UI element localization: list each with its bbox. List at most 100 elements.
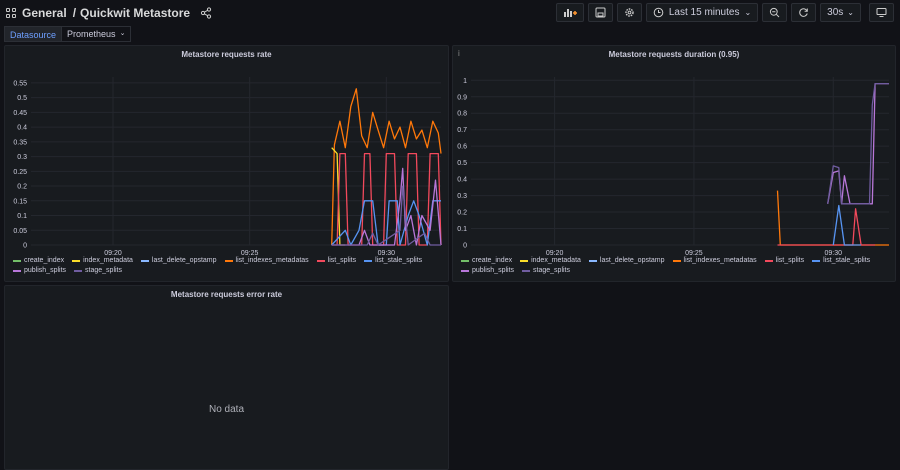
legend-swatch bbox=[224, 259, 233, 262]
y-tick-label: 0.5 bbox=[17, 95, 27, 102]
legend-swatch bbox=[520, 259, 529, 262]
clock-icon bbox=[653, 7, 664, 18]
series-line-list-stale-splits bbox=[832, 204, 862, 246]
legend-swatch bbox=[588, 259, 597, 262]
legend-item-list-indexes-metadatas[interactable]: list_indexes_metadatas bbox=[672, 257, 757, 264]
legend-swatch bbox=[812, 259, 821, 262]
legend-item-last-delete-opstamp[interactable]: last_delete_opstamp bbox=[140, 257, 217, 264]
y-tick-label: 0.1 bbox=[17, 213, 27, 220]
breadcrumb: General / Quickwit Metastore bbox=[6, 6, 212, 20]
y-tick-label: 0.3 bbox=[17, 154, 27, 161]
y-tick-label: 0.7 bbox=[457, 127, 467, 134]
legend-item-list-stale-splits[interactable]: list_stale_splits bbox=[364, 257, 422, 264]
series-line-list-splits bbox=[331, 152, 442, 246]
tv-mode-button[interactable] bbox=[869, 3, 894, 22]
y-tick-label: 0.15 bbox=[13, 198, 27, 205]
breadcrumb-folder[interactable]: General bbox=[22, 6, 67, 20]
legend-item-stage-splits[interactable]: stage_splits bbox=[74, 267, 122, 274]
legend-item-index-metadata[interactable]: index_metadata bbox=[520, 257, 581, 264]
legend-label: index_metadata bbox=[83, 257, 133, 264]
save-dashboard-button[interactable] bbox=[587, 3, 613, 22]
chart-legend: create_index index_metadata last_delete_op… bbox=[13, 257, 443, 274]
datasource-value: Prometheus bbox=[67, 29, 116, 39]
legend-item-list-indexes-metadatas[interactable]: list_indexes_metadatas bbox=[224, 257, 309, 264]
legend-item-publish-splits[interactable]: publish_splits bbox=[461, 267, 514, 274]
y-tick-label: 0.4 bbox=[17, 125, 27, 132]
y-tick-label: 0.3 bbox=[457, 193, 467, 200]
legend-item-create-index[interactable]: create_index bbox=[13, 257, 64, 264]
dashboard-settings-button[interactable] bbox=[616, 3, 642, 22]
legend-item-publish-splits[interactable]: publish_splits bbox=[13, 267, 66, 274]
refresh-interval-label: 30s bbox=[827, 7, 844, 18]
zoom-out-button[interactable] bbox=[762, 3, 788, 22]
panel-requests-rate[interactable]: Metastore requests rate 0 0.05 0.1 0.15 0.2 0… bbox=[4, 45, 449, 282]
legend-swatch bbox=[72, 259, 81, 262]
legend-label: index_metadata bbox=[531, 257, 581, 264]
legend-swatch bbox=[461, 269, 469, 272]
legend-item-list-stale-splits[interactable]: list_stale_splits bbox=[812, 257, 870, 264]
dashboards-grid-icon bbox=[6, 8, 16, 18]
y-tick-label: 0.05 bbox=[13, 228, 27, 235]
legend-item-list-splits[interactable]: list_splits bbox=[764, 257, 804, 264]
refresh-button[interactable] bbox=[791, 3, 817, 22]
y-tick-label: 1 bbox=[463, 78, 467, 85]
datasource-variable-select[interactable]: Prometheus ⌄ bbox=[61, 26, 132, 42]
legend-label: stage_splits bbox=[85, 267, 122, 274]
panel-info-icon[interactable]: i bbox=[458, 49, 460, 58]
y-tick-label: 0.5 bbox=[457, 160, 467, 167]
variables-bar: Datasource Prometheus ⌄ bbox=[4, 26, 132, 42]
y-tick-label: 0.2 bbox=[457, 210, 467, 217]
time-picker-button[interactable]: Last 15 minutes ⌄ bbox=[645, 3, 759, 22]
y-tick-label: 0 bbox=[23, 243, 27, 250]
add-panel-button[interactable] bbox=[555, 3, 584, 22]
legend-item-last-delete-opstamp[interactable]: last_delete_opstamp bbox=[588, 257, 665, 264]
y-tick-label: 0.45 bbox=[13, 110, 27, 117]
requests-duration-chart: 0 0.1 0.2 0.3 0.4 0.5 0.6 0.7 0.8 0.9 1 09:20 09:25 0… bbox=[457, 77, 889, 257]
add-panel-icon bbox=[563, 9, 577, 17]
panel-requests-duration[interactable]: i Metastore requests duration (0.95) 0 0.… bbox=[452, 45, 896, 282]
no-data-message: No data bbox=[208, 404, 245, 415]
x-tick-label: 09:20 bbox=[104, 250, 122, 257]
gear-icon bbox=[625, 8, 634, 17]
datasource-variable-label: Datasource bbox=[4, 26, 63, 42]
legend-label: list_indexes_metadatas bbox=[683, 257, 757, 264]
legend-swatch bbox=[13, 259, 21, 262]
refresh-interval-picker[interactable]: 30s ⌄ bbox=[820, 3, 861, 22]
breadcrumb-separator: / bbox=[72, 6, 77, 20]
y-tick-label: 0.1 bbox=[457, 226, 467, 233]
panel-requests-error-rate[interactable]: Metastore requests error rate No data bbox=[4, 285, 449, 470]
y-tick-label: 0.4 bbox=[457, 177, 467, 184]
legend-swatch bbox=[74, 269, 83, 272]
legend-label: list_indexes_metadatas bbox=[235, 257, 309, 264]
legend-swatch bbox=[13, 269, 21, 272]
x-tick-label: 09:25 bbox=[241, 250, 259, 257]
x-tick-label: 09:30 bbox=[378, 250, 396, 257]
y-tick-label: 0 bbox=[463, 243, 467, 250]
requests-rate-chart: 0 0.05 0.1 0.15 0.2 0.25 0.3 0.35 0.4 0.45 0.5 0.55… bbox=[13, 77, 442, 257]
y-tick-label: 0.35 bbox=[13, 139, 27, 146]
share-icon[interactable] bbox=[200, 7, 212, 19]
legend-item-list-splits[interactable]: list_splits bbox=[316, 257, 356, 264]
y-tick-label: 0.2 bbox=[17, 184, 27, 191]
time-range-label: Last 15 minutes bbox=[668, 7, 740, 18]
legend-label: last_delete_opstamp bbox=[599, 257, 665, 264]
series-line-publish-splits bbox=[827, 82, 889, 205]
series-line-list-stale-splits bbox=[331, 200, 441, 246]
y-tick-label: 0.8 bbox=[457, 111, 467, 118]
legend-item-create-index[interactable]: create_index bbox=[461, 257, 512, 264]
legend-label: last_delete_opstamp bbox=[151, 257, 217, 264]
dashboard-title[interactable]: Quickwit Metastore bbox=[80, 6, 191, 20]
monitor-icon bbox=[876, 8, 887, 17]
legend-item-stage-splits[interactable]: stage_splits bbox=[522, 267, 570, 274]
top-navbar: General / Quickwit Metastore Last 15 min… bbox=[0, 0, 900, 26]
panel-title: Metastore requests duration (0.95) bbox=[608, 50, 740, 59]
legend-label: stage_splits bbox=[533, 267, 570, 274]
legend-swatch bbox=[672, 259, 681, 262]
y-tick-label: 0.6 bbox=[457, 144, 467, 151]
legend-swatch bbox=[140, 259, 149, 262]
legend-label: publish_splits bbox=[472, 267, 515, 274]
y-tick-label: 0.25 bbox=[13, 169, 27, 176]
panel-title: Metastore requests rate bbox=[181, 50, 272, 59]
legend-item-index-metadata[interactable]: index_metadata bbox=[72, 257, 133, 264]
chevron-down-icon: ⌄ bbox=[744, 8, 752, 17]
